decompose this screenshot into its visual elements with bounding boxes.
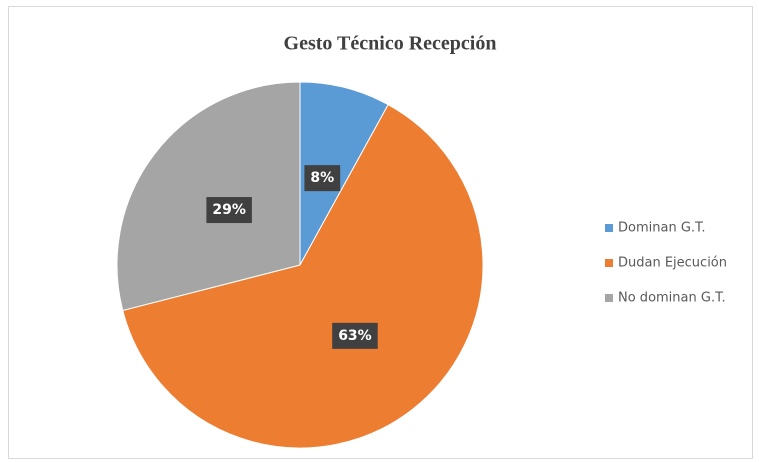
pie-slice — [122, 103, 484, 449]
data-label: 8% — [310, 170, 334, 186]
data-label-box — [206, 197, 252, 224]
legend-label: Dudan Ejecución — [618, 256, 727, 271]
legend-swatch — [605, 259, 613, 267]
pie-slice — [116, 81, 301, 312]
data-label-box — [304, 165, 341, 192]
legend-swatch — [605, 224, 613, 232]
pie-slice — [299, 81, 389, 266]
legend-label: No dominan G.T. — [618, 291, 726, 306]
chart-title: Gesto Técnico Recepción — [284, 33, 497, 55]
data-label-box — [332, 322, 378, 349]
data-label: 63% — [338, 328, 372, 344]
legend-label: Dominan G.T. — [618, 221, 706, 236]
data-label: 29% — [212, 202, 246, 218]
legend-swatch — [605, 294, 613, 302]
